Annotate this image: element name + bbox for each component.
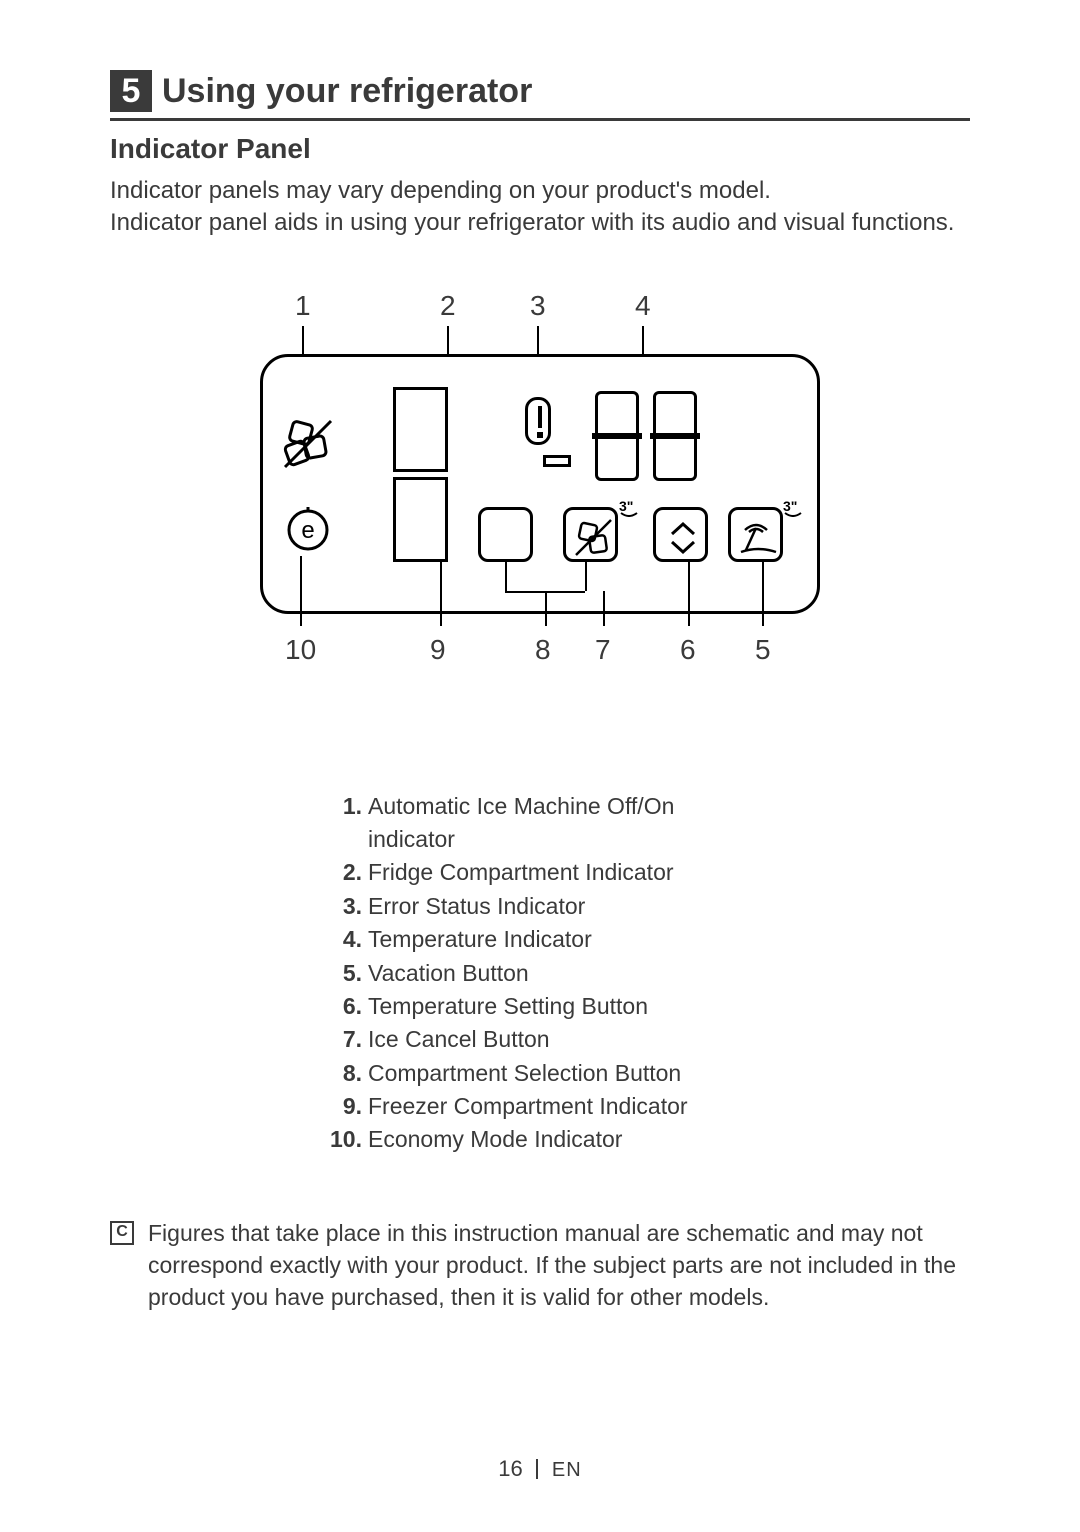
callout-8: 8 bbox=[535, 634, 551, 666]
page-language: EN bbox=[552, 1459, 582, 1481]
legend-item: 3.Error Status Indicator bbox=[330, 890, 750, 923]
compartment-select-button bbox=[478, 507, 533, 562]
legend-item: 8.Compartment Selection Button bbox=[330, 1057, 750, 1090]
legend-number: 9. bbox=[330, 1090, 368, 1123]
section-title: Indicator Panel bbox=[110, 133, 970, 165]
leader-line bbox=[300, 556, 302, 626]
ice-machine-icon bbox=[281, 417, 335, 471]
schematic-note: C Figures that take place in this instru… bbox=[110, 1217, 970, 1314]
svg-text:3": 3" bbox=[619, 498, 633, 514]
legend-number: 3. bbox=[330, 890, 368, 923]
leader-line bbox=[440, 561, 442, 626]
error-status-indicator bbox=[525, 397, 551, 445]
legend-item: 6.Temperature Setting Button bbox=[330, 990, 750, 1023]
legend-item: 9.Freezer Compartment Indicator bbox=[330, 1090, 750, 1123]
legend-item: 10.Economy Mode Indicator bbox=[330, 1123, 750, 1156]
legend-number: 5. bbox=[330, 957, 368, 990]
vacation-icon bbox=[731, 510, 786, 565]
quick-label-icon: 3" bbox=[783, 497, 807, 517]
temp-digit-bar bbox=[592, 433, 642, 439]
chapter-title: Using your refrigerator bbox=[162, 72, 532, 111]
diagram-top-callouts: 1 2 3 4 bbox=[260, 290, 820, 326]
legend-item: 1.Automatic Ice Machine Off/On indicator bbox=[330, 790, 750, 857]
intro-text: Indicator panels may vary depending on y… bbox=[110, 175, 970, 240]
temp-digit-bar bbox=[650, 433, 700, 439]
callout-9: 9 bbox=[430, 634, 446, 666]
legend-text: Economy Mode Indicator bbox=[368, 1123, 750, 1156]
intro-line: Indicator panel aids in using your refri… bbox=[110, 207, 970, 239]
svg-text:3": 3" bbox=[783, 498, 797, 514]
legend-item: 2.Fridge Compartment Indicator bbox=[330, 856, 750, 889]
leader-line bbox=[688, 561, 690, 626]
callout-10: 10 bbox=[285, 634, 316, 666]
error-sub-indicator bbox=[543, 455, 571, 467]
callout-3: 3 bbox=[530, 290, 546, 322]
leader-line bbox=[585, 561, 587, 591]
indicator-panel-diagram: 1 2 3 4 e bbox=[260, 290, 820, 670]
legend-text: Automatic Ice Machine Off/On indicator bbox=[368, 790, 750, 857]
callout-2: 2 bbox=[440, 290, 456, 322]
temp-setting-button bbox=[653, 507, 708, 562]
fridge-indicator-segment bbox=[393, 387, 448, 472]
legend-item: 7.Ice Cancel Button bbox=[330, 1023, 750, 1056]
chapter-number-badge: 5 bbox=[110, 70, 152, 112]
panel-canvas: e bbox=[260, 326, 820, 626]
freezer-indicator-segment bbox=[393, 477, 448, 562]
callout-7: 7 bbox=[595, 634, 611, 666]
legend-number: 2. bbox=[330, 856, 368, 889]
legend-text: Temperature Setting Button bbox=[368, 990, 750, 1023]
intro-line: Indicator panels may vary depending on y… bbox=[110, 175, 970, 207]
page-number: 16 bbox=[498, 1456, 522, 1481]
legend-number: 1. bbox=[330, 790, 368, 857]
svg-text:e: e bbox=[301, 517, 314, 544]
legend-number: 7. bbox=[330, 1023, 368, 1056]
leader-line bbox=[603, 591, 605, 626]
legend-text: Temperature Indicator bbox=[368, 923, 750, 956]
callout-5: 5 bbox=[755, 634, 771, 666]
vacation-button bbox=[728, 507, 783, 562]
legend-text: Compartment Selection Button bbox=[368, 1057, 750, 1090]
legend-number: 6. bbox=[330, 990, 368, 1023]
legend-text: Vacation Button bbox=[368, 957, 750, 990]
legend-item: 4.Temperature Indicator bbox=[330, 923, 750, 956]
legend-text: Freezer Compartment Indicator bbox=[368, 1090, 750, 1123]
legend-list: 1.Automatic Ice Machine Off/On indicator… bbox=[330, 790, 750, 1157]
footer-divider bbox=[536, 1459, 538, 1479]
page-footer: 16 EN bbox=[0, 1456, 1080, 1482]
ice-cancel-icon bbox=[566, 510, 621, 565]
economy-icon: e bbox=[285, 507, 331, 553]
note-text: Figures that take place in this instruct… bbox=[148, 1217, 970, 1314]
legend-text: Error Status Indicator bbox=[368, 890, 750, 923]
callout-6: 6 bbox=[680, 634, 696, 666]
leader-line bbox=[545, 591, 547, 626]
quick-label-icon: 3" bbox=[619, 497, 643, 517]
legend-item: 5.Vacation Button bbox=[330, 957, 750, 990]
temp-setting-icon bbox=[656, 510, 711, 565]
legend-number: 4. bbox=[330, 923, 368, 956]
legend-number: 10. bbox=[330, 1123, 368, 1156]
legend-number: 8. bbox=[330, 1057, 368, 1090]
note-icon: C bbox=[110, 1221, 134, 1245]
leader-line bbox=[505, 561, 507, 591]
chapter-header: 5 Using your refrigerator bbox=[110, 70, 970, 121]
callout-4: 4 bbox=[635, 290, 651, 322]
legend-text: Fridge Compartment Indicator bbox=[368, 856, 750, 889]
leader-line bbox=[762, 561, 764, 626]
callout-1: 1 bbox=[295, 290, 311, 322]
panel-outline: e bbox=[260, 354, 820, 614]
diagram-bottom-callouts: 10 9 8 7 6 5 bbox=[260, 634, 820, 670]
legend-text: Ice Cancel Button bbox=[368, 1023, 750, 1056]
ice-cancel-button bbox=[563, 507, 618, 562]
